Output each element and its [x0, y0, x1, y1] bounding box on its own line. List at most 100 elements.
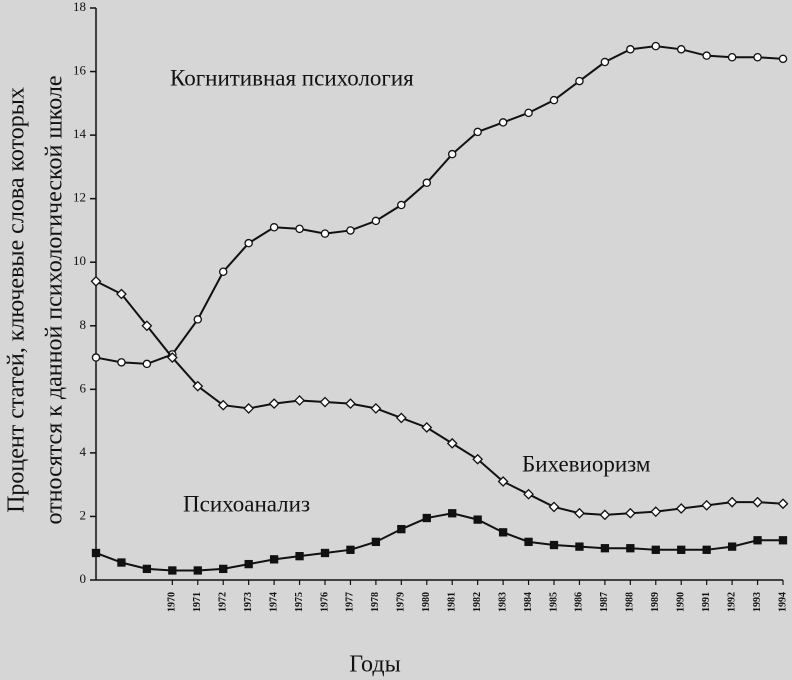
x-tick-label: 1977 [345, 592, 356, 612]
marker [117, 558, 126, 567]
y-tick-label: 0 [80, 571, 87, 586]
marker [218, 267, 228, 277]
x-axis-title: Годы [349, 652, 400, 678]
x-tick-label: 1976 [319, 592, 330, 612]
x-tick-label: 1990 [676, 592, 687, 612]
x-tick-label: 1972 [218, 592, 229, 612]
marker [473, 515, 482, 524]
x-tick-label: 1974 [268, 592, 279, 612]
marker [497, 476, 509, 487]
marker [168, 566, 177, 575]
marker [651, 545, 660, 554]
marker [269, 223, 279, 232]
marker [193, 315, 203, 324]
marker [701, 499, 713, 511]
marker [676, 45, 686, 54]
marker [524, 537, 533, 547]
marker [523, 488, 534, 500]
marker [397, 525, 406, 534]
marker [702, 545, 711, 554]
x-tick-label: 1985 [548, 592, 559, 612]
marker [753, 53, 762, 62]
x-tick-label: 1993 [752, 592, 763, 612]
marker [244, 238, 253, 248]
marker [319, 396, 331, 408]
marker [142, 359, 152, 369]
x-tick-label: 1994 [777, 592, 788, 612]
marker [422, 513, 431, 523]
marker [371, 537, 381, 547]
marker [702, 51, 711, 60]
series-line [95, 512, 783, 572]
marker [575, 542, 584, 551]
marker [600, 57, 610, 67]
marker [90, 275, 102, 287]
marker [600, 544, 610, 553]
marker [650, 506, 662, 518]
marker [269, 555, 279, 564]
marker [91, 353, 101, 362]
series-line [95, 280, 784, 516]
marker [320, 229, 330, 238]
marker [498, 528, 508, 537]
marker [117, 358, 126, 367]
marker [777, 498, 789, 510]
marker [753, 536, 762, 545]
marker [447, 149, 457, 159]
marker [193, 566, 202, 575]
marker [574, 507, 585, 519]
marker [599, 509, 611, 521]
marker [549, 95, 559, 105]
y-axis-title-line1: Процент статей, ключевые слова которых [4, 87, 30, 513]
marker [268, 398, 280, 410]
x-tick-label: 1975 [294, 592, 305, 612]
marker [752, 496, 763, 508]
x-tick-label: 1971 [192, 592, 203, 612]
marker [421, 422, 433, 433]
y-tick-label: 14 [73, 126, 87, 141]
x-tick-label: 1988 [625, 592, 636, 612]
marker [142, 564, 152, 574]
x-tick-label: 1987 [599, 592, 610, 612]
marker [244, 559, 253, 569]
y-tick-label: 4 [80, 444, 87, 459]
x-tick-label: 1978 [370, 592, 381, 612]
x-tick-label: 1970 [167, 592, 178, 612]
marker [395, 412, 407, 424]
x-tick-label: 1981 [447, 592, 458, 612]
y-tick-label: 2 [80, 507, 87, 522]
y-tick-label: 18 [73, 0, 86, 14]
marker [295, 224, 304, 234]
marker [575, 76, 584, 86]
marker [778, 536, 788, 545]
marker [675, 503, 687, 514]
x-tick-label: 1986 [574, 592, 585, 612]
y-tick-label: 16 [73, 63, 87, 78]
marker [397, 200, 406, 210]
marker [346, 226, 355, 235]
series-line [95, 45, 784, 365]
x-tick-label: 1989 [650, 592, 661, 612]
x-tick-label: 1979 [396, 592, 407, 612]
marker [524, 108, 533, 118]
marker [371, 216, 381, 226]
marker [727, 53, 737, 62]
y-tick-label: 6 [80, 380, 87, 395]
marker [446, 437, 458, 449]
y-tick-label: 8 [80, 317, 87, 332]
x-tick-label: 1980 [421, 592, 432, 612]
marker [243, 402, 255, 414]
y-tick-label: 12 [73, 190, 86, 205]
marker [370, 402, 382, 414]
x-tick-label: 1973 [243, 592, 254, 612]
marker [626, 45, 635, 54]
marker [549, 540, 559, 550]
x-tick-label: 1984 [523, 592, 534, 612]
series-label: Бихевиоризм [522, 451, 651, 476]
marker [472, 453, 484, 465]
marker [548, 501, 560, 513]
marker [624, 507, 636, 519]
marker [219, 564, 228, 574]
marker [422, 178, 432, 188]
